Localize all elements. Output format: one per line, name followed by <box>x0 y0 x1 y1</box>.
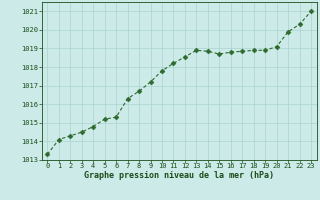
X-axis label: Graphe pression niveau de la mer (hPa): Graphe pression niveau de la mer (hPa) <box>84 171 274 180</box>
